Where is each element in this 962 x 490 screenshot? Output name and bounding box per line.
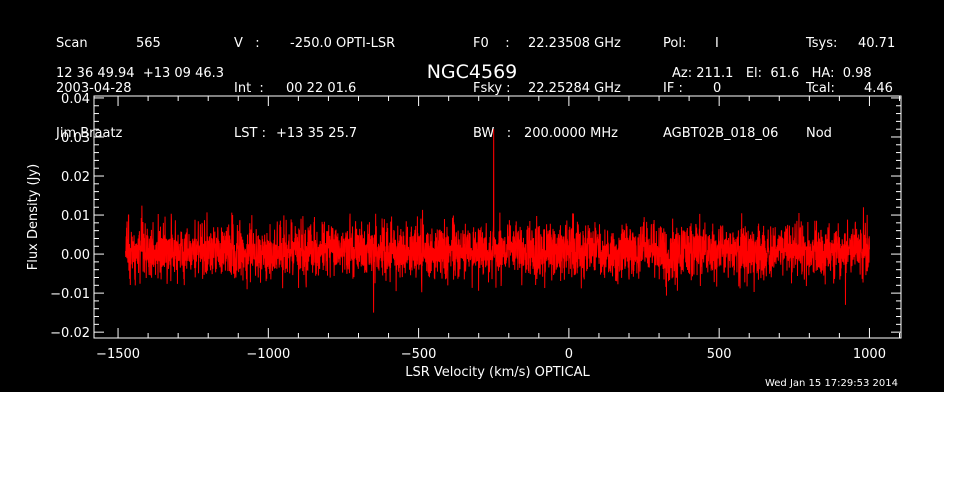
header-line-mode: Nod — [806, 126, 832, 141]
y-tick-label: 0.03 — [61, 131, 90, 146]
x-axis: −1500 −1000 −500 0 500 1000 — [96, 96, 900, 362]
timestamp: Wed Jan 15 17:29:53 2014 — [764, 378, 898, 389]
header-col-scan: Scan 565 2003-04-28 Jim Braatz — [56, 6, 161, 171]
x-tick-label: 500 — [707, 347, 732, 362]
x-axis-label: LSR Velocity (km/s) OPTICAL — [405, 365, 590, 380]
y-tick-label: −0.02 — [50, 326, 90, 341]
header-line-lst: LST : +13 35 25.7 — [234, 126, 358, 141]
pointing-readout: Az: 211.1 El: 61.6 HA: 0.98 — [672, 66, 872, 81]
spectrum-chart: −1500 −1000 −500 0 500 1000 −0.02 −0.01 0.00 0.0… — [26, 92, 902, 380]
x-tick-label: 0 — [565, 347, 573, 362]
x-tick-label: 1000 — [853, 347, 886, 362]
header-line-integration: Int :00 22 01.6 — [234, 81, 357, 96]
header-line-date: 2003-04-28 — [56, 81, 132, 96]
y-tick-label: 0.00 — [61, 248, 90, 263]
x-tick-label: −500 — [401, 347, 437, 362]
header-line-project: AGBT02B_018_06 — [663, 126, 779, 141]
y-tick-label: 0.04 — [61, 92, 90, 107]
header-line-fsky: Fsky :22.25284 GHz — [473, 81, 621, 96]
y-axis: −0.02 −0.01 0.00 0.01 0.02 0.03 0.04 — [50, 92, 901, 341]
y-tick-label: 0.01 — [61, 209, 90, 224]
header-line-bandwidth: BW :200.0000 MHz — [473, 126, 618, 141]
header-line-tsys: Tsys: 40.71 — [806, 36, 896, 51]
header-col-polarization: Pol: I IF :0 AGBT02B_018_06 — [663, 6, 778, 171]
header-col-velocity: V : -250.0 OPTI-LSR Int :00 22 01.6 LST :… — [234, 6, 395, 171]
source-coordinates: 12 36 49.94 +13 09 46.3 — [56, 66, 225, 81]
spectrum-trace — [125, 129, 870, 313]
header-line-if: IF :0 — [663, 81, 722, 96]
y-axis-label: Flux Density (Jy) — [26, 164, 41, 270]
trace-layer — [125, 129, 870, 313]
header-line-pol: Pol: I — [663, 36, 719, 51]
header-line-f0: F0 :22.23508 GHz — [473, 36, 621, 51]
header-line-scan: Scan 565 — [56, 36, 161, 51]
x-tick-label: −1000 — [246, 347, 290, 362]
y-tick-label: −0.01 — [50, 287, 90, 302]
header-col-system: Tsys: 40.71 Tcal: 4.46 Nod — [806, 6, 895, 171]
plot-window: Scan 565 2003-04-28 Jim Braatz V : -250.0 … — [0, 0, 944, 392]
plot-frame — [93, 95, 902, 339]
header-line-tcal: Tcal: 4.46 — [806, 81, 893, 96]
x-tick-label: −1500 — [96, 347, 140, 362]
header-col-frequency: F0 :22.23508 GHz Fsky :22.25284 GHz BW :… — [473, 6, 621, 171]
y-tick-label: 0.02 — [61, 170, 90, 185]
header-line-observer: Jim Braatz — [56, 126, 123, 141]
header-line-velocity: V : -250.0 OPTI-LSR — [234, 36, 396, 51]
